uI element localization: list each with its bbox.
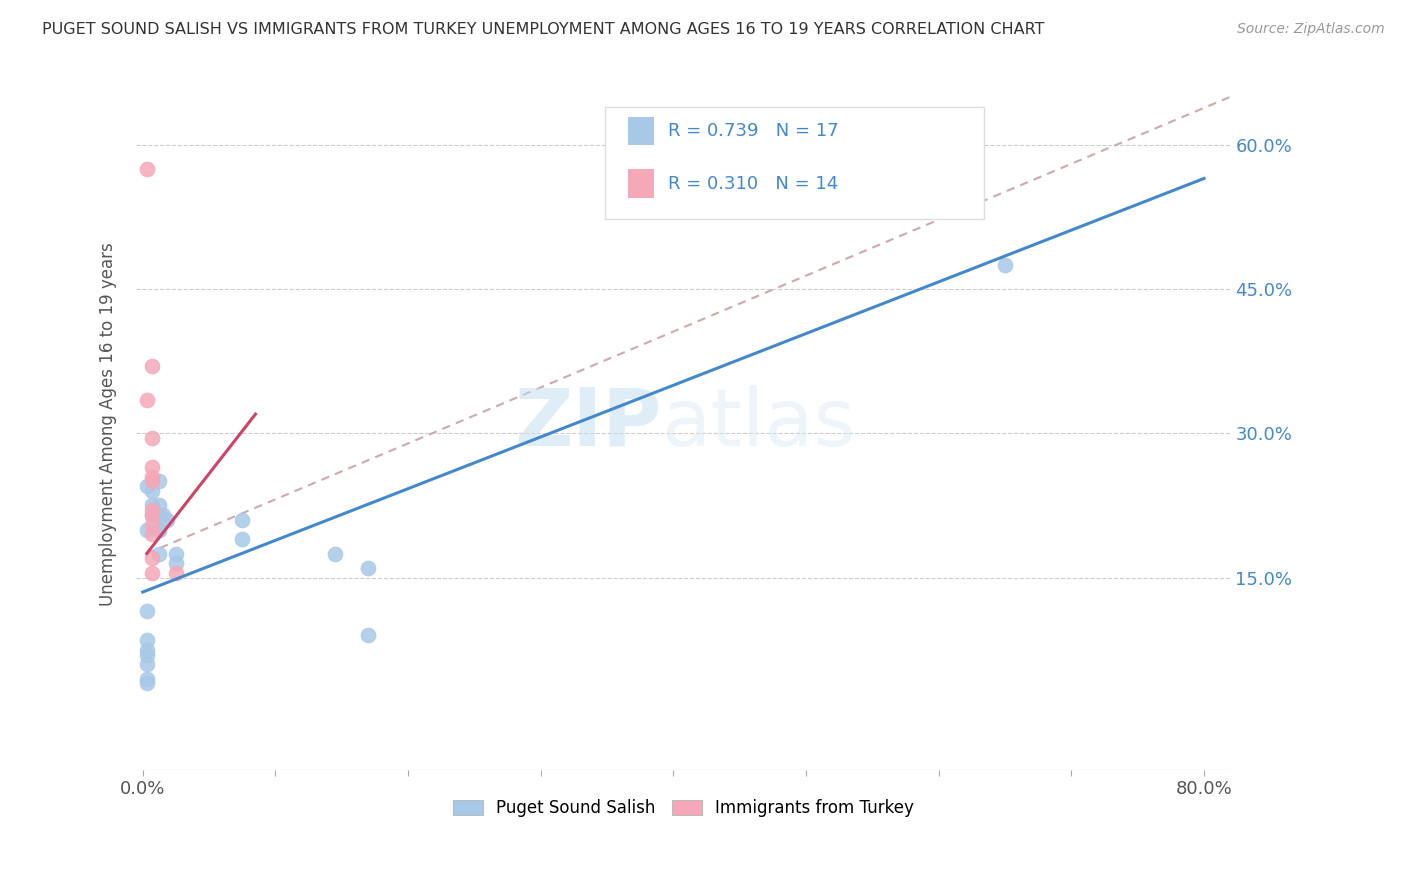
Text: Source: ZipAtlas.com: Source: ZipAtlas.com xyxy=(1237,22,1385,37)
Point xyxy=(141,566,163,580)
Point xyxy=(152,508,174,522)
Text: PUGET SOUND SALISH VS IMMIGRANTS FROM TURKEY UNEMPLOYMENT AMONG AGES 16 TO 19 YE: PUGET SOUND SALISH VS IMMIGRANTS FROM TU… xyxy=(42,22,1045,37)
Point xyxy=(135,642,157,657)
Point xyxy=(148,499,170,513)
Point xyxy=(141,460,163,475)
Point xyxy=(231,513,253,527)
Point xyxy=(141,508,163,522)
Point xyxy=(165,547,187,561)
Point xyxy=(135,479,157,493)
Point xyxy=(141,359,163,373)
Point xyxy=(135,676,157,690)
Point xyxy=(165,556,187,570)
Point xyxy=(141,551,163,566)
Point xyxy=(141,431,163,445)
Point xyxy=(141,517,163,532)
Legend: Puget Sound Salish, Immigrants from Turkey: Puget Sound Salish, Immigrants from Turk… xyxy=(446,793,921,824)
Point xyxy=(141,527,163,541)
Point xyxy=(141,475,163,489)
Point xyxy=(165,566,187,580)
Point xyxy=(135,523,157,537)
Text: ZIP: ZIP xyxy=(515,384,661,463)
Point xyxy=(141,484,163,499)
Point xyxy=(148,475,170,489)
Text: atlas: atlas xyxy=(661,384,856,463)
Y-axis label: Unemployment Among Ages 16 to 19 years: Unemployment Among Ages 16 to 19 years xyxy=(100,242,117,606)
Point xyxy=(148,547,170,561)
Point xyxy=(994,258,1017,272)
Point xyxy=(231,532,253,546)
Text: R = 0.739   N = 17: R = 0.739 N = 17 xyxy=(668,122,838,140)
Point xyxy=(323,547,346,561)
Point xyxy=(135,672,157,686)
Text: R = 0.310   N = 14: R = 0.310 N = 14 xyxy=(668,175,838,193)
Point xyxy=(148,523,170,537)
Point xyxy=(141,503,163,517)
Point xyxy=(135,604,157,618)
Point xyxy=(141,499,163,513)
Point xyxy=(141,469,163,483)
Point xyxy=(135,161,157,176)
Point xyxy=(135,392,157,407)
Point xyxy=(148,508,170,522)
Point xyxy=(141,508,163,522)
Point xyxy=(135,633,157,648)
Point xyxy=(156,513,179,527)
Point xyxy=(357,628,380,642)
Point xyxy=(135,657,157,672)
Point xyxy=(357,561,380,575)
Point xyxy=(148,523,170,537)
Point xyxy=(135,648,157,662)
